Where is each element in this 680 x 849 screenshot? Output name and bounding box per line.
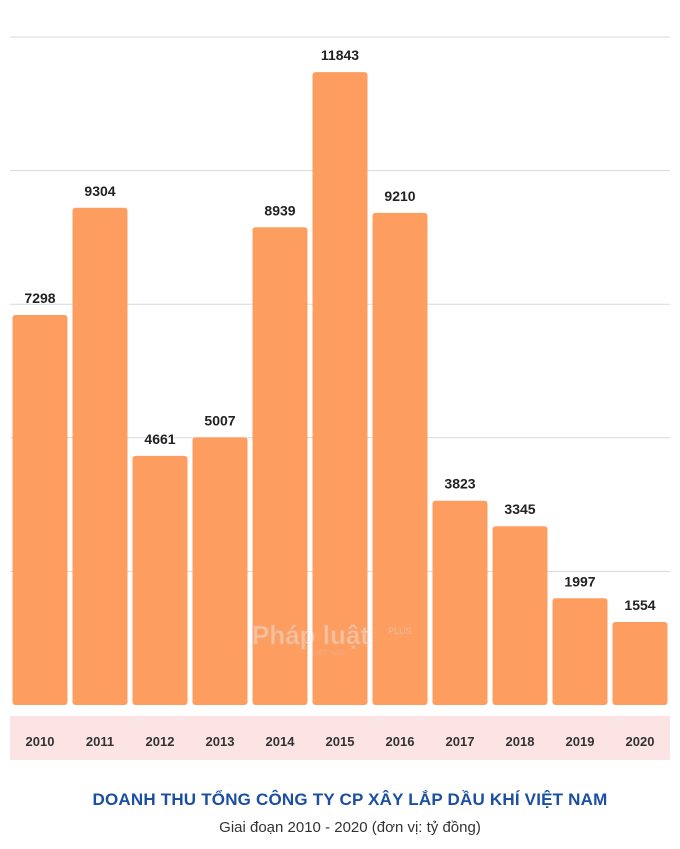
watermark-badge: PLUS xyxy=(388,626,412,636)
x-tick-label: 2010 xyxy=(26,734,55,749)
bar xyxy=(612,621,668,705)
x-tick-label: 2019 xyxy=(566,734,595,749)
x-tick-label: 2013 xyxy=(206,734,235,749)
bar xyxy=(312,72,368,705)
data-label: 1554 xyxy=(624,597,655,613)
bar xyxy=(72,207,128,705)
bar xyxy=(12,314,68,705)
data-label: 9304 xyxy=(84,183,115,199)
x-tick-label: 2018 xyxy=(506,734,535,749)
bar xyxy=(192,437,248,705)
bar xyxy=(132,455,188,705)
x-tick-label: 2017 xyxy=(446,734,475,749)
watermark-logo: Pháp luật PLUS VIỆT NAM xyxy=(252,620,422,660)
x-axis-band xyxy=(10,716,670,760)
chart-title: DOANH THU TỔNG CÔNG TY CP XÂY LẮP DẦU KH… xyxy=(92,790,608,809)
x-tick-label: 2014 xyxy=(266,734,296,749)
data-label: 5007 xyxy=(204,412,235,428)
data-label: 11843 xyxy=(321,47,359,63)
data-label: 4661 xyxy=(144,431,175,447)
data-label: 3345 xyxy=(504,501,535,517)
x-tick-label: 2016 xyxy=(386,734,415,749)
data-label: 7298 xyxy=(24,290,55,306)
watermark-text: Pháp luật xyxy=(252,620,369,650)
watermark-subtext: VIỆT NAM xyxy=(312,648,345,657)
x-tick-label: 2012 xyxy=(146,734,175,749)
bar xyxy=(492,526,548,705)
data-label: 1997 xyxy=(564,573,595,589)
data-label: 8939 xyxy=(264,202,295,218)
data-label: 3823 xyxy=(444,476,475,492)
x-tick-label: 2015 xyxy=(326,734,355,749)
data-label: 9210 xyxy=(384,188,415,204)
chart-subtitle: Giai đoạn 2010 - 2020 (đơn vị: tỷ đồng) xyxy=(219,819,481,836)
bar xyxy=(252,227,308,705)
watermark-graphic: Pháp luật PLUS VIỆT NAM xyxy=(252,620,412,657)
x-tick-label: 2011 xyxy=(86,734,114,749)
x-tick-label: 2020 xyxy=(626,734,655,749)
bar xyxy=(372,212,428,705)
bar xyxy=(552,598,608,705)
bar xyxy=(432,500,488,705)
